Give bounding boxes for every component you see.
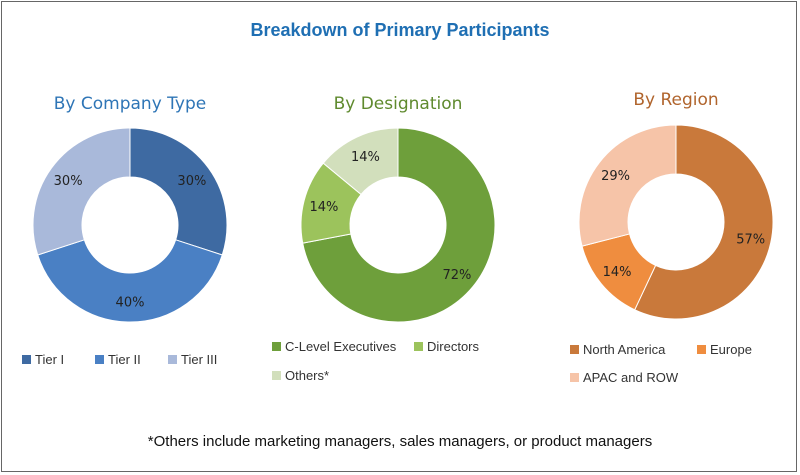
main-title: Breakdown of Primary Participants xyxy=(250,20,550,40)
slice-tier-i xyxy=(129,127,228,256)
legend-swatch xyxy=(272,371,281,380)
legend-label: APAC and ROW xyxy=(583,370,679,385)
legend-label: Tier III xyxy=(181,352,218,367)
legend-swatch xyxy=(570,373,579,382)
legend-item: C-Level Executives xyxy=(272,339,396,354)
legend-label: Tier I xyxy=(35,352,65,367)
data-label: 57% xyxy=(736,233,765,248)
slice-c-level-executives xyxy=(302,127,496,323)
slice-others- xyxy=(322,127,399,196)
data-label: 40% xyxy=(116,296,145,311)
legend-item: Tier II xyxy=(95,352,141,367)
slice-tier-ii xyxy=(37,239,223,323)
legend-swatch xyxy=(570,345,579,354)
data-label: 72% xyxy=(442,268,471,283)
subtitle-designation: By Designation xyxy=(333,94,463,114)
legend-item: Others* xyxy=(272,368,329,383)
subtitle-company-type: By Company Type xyxy=(53,94,207,114)
data-label: 14% xyxy=(309,200,338,215)
legend-label: C-Level Executives xyxy=(285,339,397,354)
footnote: *Others include marketing managers, sale… xyxy=(147,433,653,450)
legend-swatch xyxy=(414,342,423,351)
legend-item: Directors xyxy=(414,339,479,354)
legend-item: North America xyxy=(570,342,665,357)
legend-item: Europe xyxy=(697,342,752,357)
data-label: 14% xyxy=(351,150,380,165)
legend-label: Tier II xyxy=(108,352,141,367)
data-label: 29% xyxy=(601,169,630,184)
legend-swatch xyxy=(697,345,706,354)
legend-label: Europe xyxy=(710,342,752,357)
slice-north-america xyxy=(634,124,774,320)
legend-item: APAC and ROW xyxy=(570,370,678,385)
legend-label: North America xyxy=(583,342,666,357)
legend-label: Directors xyxy=(427,339,480,354)
legend-item: Tier III xyxy=(168,352,217,367)
data-label: 30% xyxy=(54,174,83,189)
legend-swatch xyxy=(22,355,31,364)
legend-swatch xyxy=(168,355,177,364)
legend-item: Tier I xyxy=(22,352,64,367)
legend-label: Others* xyxy=(285,368,330,383)
legend-swatch xyxy=(95,355,104,364)
data-label: 30% xyxy=(177,174,206,189)
legend-swatch xyxy=(272,342,281,351)
slice-tier-iii xyxy=(32,127,131,256)
subtitle-region: By Region xyxy=(633,90,719,110)
data-label: 14% xyxy=(603,265,632,280)
slice-apac-and-row xyxy=(578,124,677,247)
